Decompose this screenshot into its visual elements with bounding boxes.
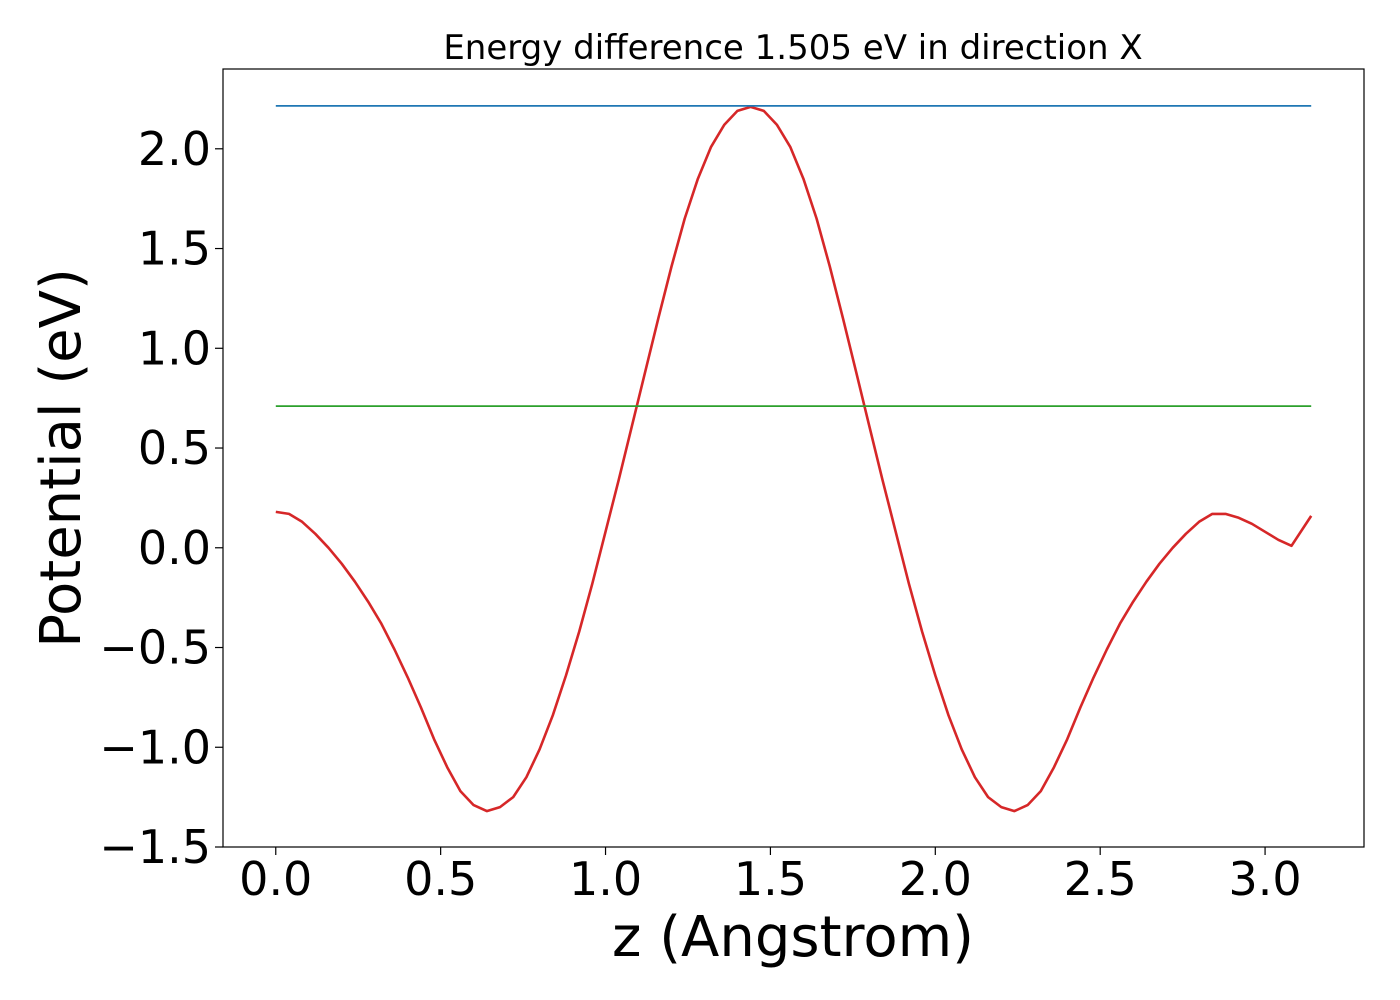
x-tick-label: 2.5 xyxy=(1064,852,1137,906)
x-tick-label: 3.0 xyxy=(1228,852,1301,906)
y-tick-label: −0.5 xyxy=(99,621,211,675)
y-tick-label: 1.5 xyxy=(138,222,211,276)
x-axis-ticks: 0.0 0.5 1.0 1.5 2.0 2.5 3.0 xyxy=(239,847,1302,906)
x-axis-label: z (Angstrom) xyxy=(612,905,974,970)
plot-lines xyxy=(275,105,1313,813)
x-tick-label: 0.5 xyxy=(404,852,477,906)
x-tick-label: 0.0 xyxy=(239,852,312,906)
y-tick-label: 2.0 xyxy=(138,122,211,176)
y-tick-label: 1.0 xyxy=(138,321,211,375)
series-line-0 xyxy=(275,105,1313,813)
y-axis-label: Potential (eV) xyxy=(29,268,94,648)
chart-title: Energy difference 1.505 eV in direction … xyxy=(443,28,1142,68)
y-tick-label: −1.0 xyxy=(99,720,211,774)
y-axis-ticks: −1.5 −1.0 −0.5 0.0 0.5 1.0 1.5 2.0 xyxy=(99,122,223,874)
y-tick-label: −1.5 xyxy=(99,820,211,874)
x-tick-label: 2.0 xyxy=(899,852,972,906)
y-tick-label: 0.0 xyxy=(138,521,211,575)
y-tick-label: 0.5 xyxy=(138,421,211,475)
plot-frame xyxy=(222,68,1365,848)
x-tick-label: 1.5 xyxy=(734,852,807,906)
x-tick-label: 1.0 xyxy=(569,852,642,906)
